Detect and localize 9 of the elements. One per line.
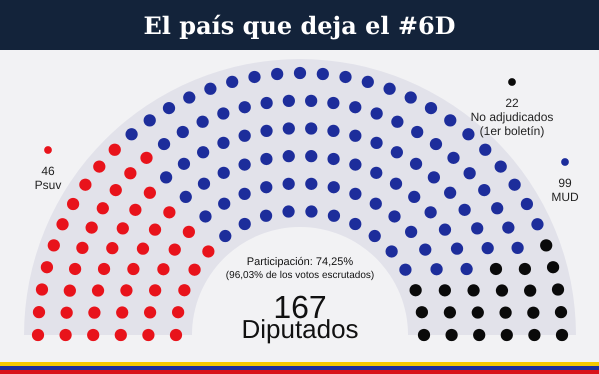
- data-label: 46: [41, 164, 55, 178]
- data-label: 22: [505, 96, 519, 110]
- category-label: Psuv: [34, 178, 62, 192]
- text: Participación: 74,25%: [246, 256, 354, 268]
- text: El país que deja el #6D: [0, 0, 599, 50]
- text: (96,03% de los votos escrutados): [226, 270, 374, 281]
- data-label: 99: [558, 176, 572, 190]
- category-label: MUD: [551, 190, 579, 204]
- category-label: No adjudicados (1er boletín): [470, 110, 554, 138]
